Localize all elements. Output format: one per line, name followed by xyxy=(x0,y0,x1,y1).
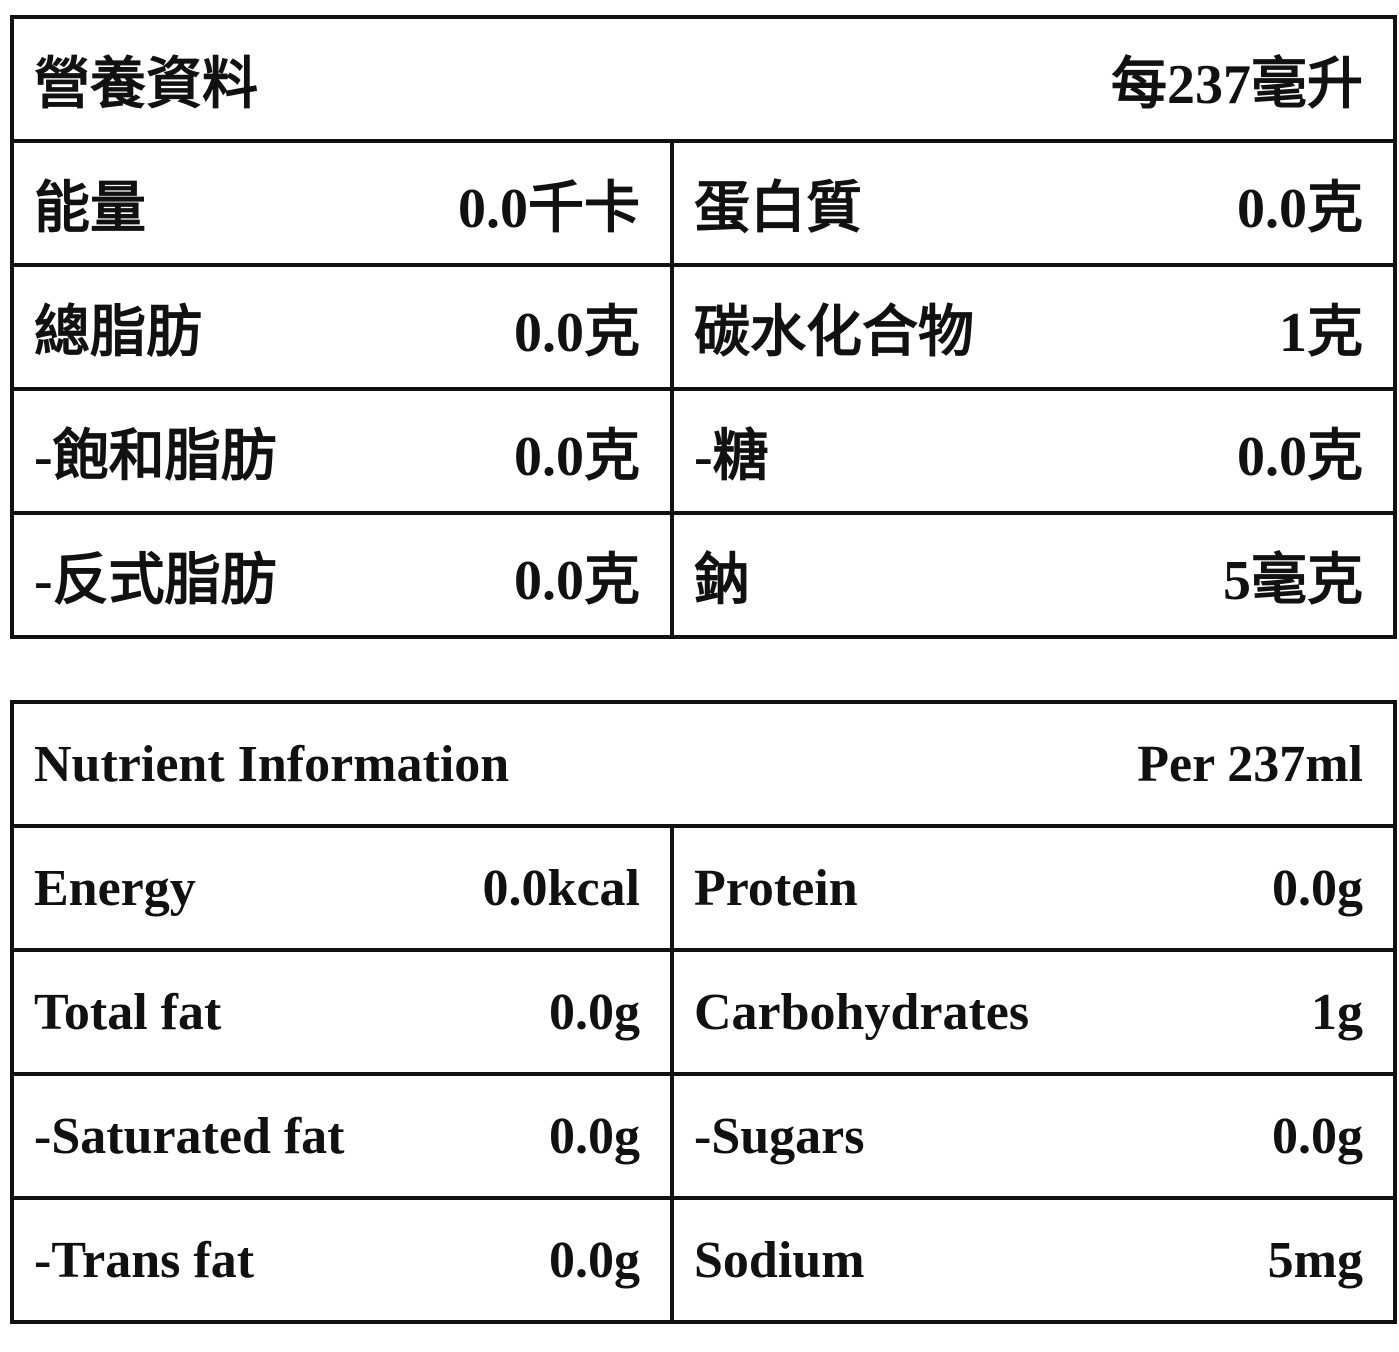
nutrient-cell: Sodium 5mg xyxy=(670,1196,1397,1324)
nutrient-content: 碳水化合物 1克 xyxy=(674,267,1393,387)
nutrient-label: 碳水化合物 xyxy=(694,301,974,364)
nutrient-value: 0.0g xyxy=(549,983,640,1041)
nutrient-cell: 總脂肪 0.0克 xyxy=(10,263,674,391)
nutrient-label: 能量 xyxy=(34,177,146,240)
nutrient-content: -飽和脂肪 0.0克 xyxy=(14,391,670,511)
nutrient-content: 總脂肪 0.0克 xyxy=(14,267,670,387)
nutrient-label: 鈉 xyxy=(694,549,750,612)
nutrient-row: 能量 0.0千卡 蛋白質 0.0克 xyxy=(10,139,1397,267)
header-content: 營養資料 每237毫升 xyxy=(14,19,1393,139)
nutrient-value: 0.0克 xyxy=(514,425,640,488)
nutrient-content: Protein 0.0g xyxy=(674,828,1393,948)
nutrient-content: -Trans fat 0.0g xyxy=(14,1200,670,1320)
nutrient-cell: Energy 0.0kcal xyxy=(10,824,674,952)
nutrient-value: 0.0千卡 xyxy=(458,177,640,240)
nutrient-value: 0.0克 xyxy=(1237,425,1363,488)
nutrient-label: Energy xyxy=(34,859,196,917)
nutrient-value: 1克 xyxy=(1279,301,1363,364)
header-cell: 營養資料 每237毫升 xyxy=(10,15,1397,143)
nutrient-cell: Protein 0.0g xyxy=(670,824,1397,952)
nutrient-row: Energy 0.0kcal Protein 0.0g xyxy=(10,824,1397,952)
table-title: Nutrient Information xyxy=(34,735,510,793)
nutrient-content: -糖 0.0克 xyxy=(674,391,1393,511)
nutrient-label: 總脂肪 xyxy=(34,301,202,364)
nutrient-content: Sodium 5mg xyxy=(674,1200,1393,1320)
nutrient-row: -飽和脂肪 0.0克 -糖 0.0克 xyxy=(10,387,1397,515)
nutrient-content: 蛋白質 0.0克 xyxy=(674,143,1393,263)
nutrient-cell: 能量 0.0千卡 xyxy=(10,139,674,267)
nutrient-row: -Trans fat 0.0g Sodium 5mg xyxy=(10,1196,1397,1324)
nutrient-value: 1g xyxy=(1311,983,1363,1041)
serving-size: 每237毫升 xyxy=(1111,53,1363,116)
nutrient-label: -Saturated fat xyxy=(34,1107,345,1165)
nutrient-content: 鈉 5毫克 xyxy=(674,515,1393,635)
nutrient-value: 0.0克 xyxy=(514,301,640,364)
nutrient-value: 0.0kcal xyxy=(482,859,640,917)
nutrient-row: -Saturated fat 0.0g -Sugars 0.0g xyxy=(10,1072,1397,1200)
nutrient-row: Total fat 0.0g Carbohydrates 1g xyxy=(10,948,1397,1076)
header-cell: Nutrient Information Per 237ml xyxy=(10,700,1397,828)
nutrient-content: Total fat 0.0g xyxy=(14,952,670,1072)
header-row: 營養資料 每237毫升 xyxy=(10,15,1397,143)
nutrient-value: 0.0g xyxy=(1272,859,1363,917)
nutrient-value: 0.0g xyxy=(1272,1107,1363,1165)
nutrition-table-chinese: 營養資料 每237毫升 能量 0.0千卡 蛋白質 0.0克 總脂肪 0.0克 碳水化合物 1克 -飽… xyxy=(10,15,1397,639)
nutrient-cell: Carbohydrates 1g xyxy=(670,948,1397,1076)
nutrient-value: 0.0克 xyxy=(1237,177,1363,240)
nutrient-label: -Sugars xyxy=(694,1107,865,1165)
nutrient-value: 5mg xyxy=(1267,1231,1363,1289)
nutrient-value: 5毫克 xyxy=(1223,549,1363,612)
nutrient-value: 0.0g xyxy=(549,1107,640,1165)
nutrient-label: 蛋白質 xyxy=(694,177,862,240)
nutrition-table-english: Nutrient Information Per 237ml Energy 0.0kc… xyxy=(10,700,1397,1324)
nutrient-content: 能量 0.0千卡 xyxy=(14,143,670,263)
nutrient-label: Carbohydrates xyxy=(694,983,1030,1041)
nutrient-cell: Total fat 0.0g xyxy=(10,948,674,1076)
nutrient-value: 0.0克 xyxy=(514,549,640,612)
nutrient-label: -飽和脂肪 xyxy=(34,425,277,488)
nutrient-content: Carbohydrates 1g xyxy=(674,952,1393,1072)
nutrient-cell: -飽和脂肪 0.0克 xyxy=(10,387,674,515)
nutrient-label: Protein xyxy=(694,859,858,917)
nutrient-label: Sodium xyxy=(694,1231,865,1289)
header-row: Nutrient Information Per 237ml xyxy=(10,700,1397,828)
nutrient-cell: -反式脂肪 0.0克 xyxy=(10,511,674,639)
nutrient-content: -反式脂肪 0.0克 xyxy=(14,515,670,635)
nutrient-cell: -Trans fat 0.0g xyxy=(10,1196,674,1324)
nutrient-cell: 碳水化合物 1克 xyxy=(670,263,1397,391)
nutrient-content: Energy 0.0kcal xyxy=(14,828,670,948)
table-title: 營養資料 xyxy=(34,53,258,116)
nutrient-label: -反式脂肪 xyxy=(34,549,277,612)
serving-size: Per 237ml xyxy=(1137,735,1363,793)
nutrient-row: -反式脂肪 0.0克鈉 5毫克 xyxy=(10,511,1397,639)
nutrient-label: Total fat xyxy=(34,983,222,1041)
nutrient-cell: 蛋白質 0.0克 xyxy=(670,139,1397,267)
nutrient-label: -糖 xyxy=(694,425,769,488)
nutrient-label: -Trans fat xyxy=(34,1231,255,1289)
header-content: Nutrient Information Per 237ml xyxy=(14,704,1393,824)
nutrient-value: 0.0g xyxy=(549,1231,640,1289)
nutrient-cell: -糖 0.0克 xyxy=(670,387,1397,515)
nutrient-cell: -Sugars 0.0g xyxy=(670,1072,1397,1200)
nutrient-row: 總脂肪 0.0克 碳水化合物 1克 xyxy=(10,263,1397,391)
nutrient-content: -Sugars 0.0g xyxy=(674,1076,1393,1196)
nutrient-content: -Saturated fat 0.0g xyxy=(14,1076,670,1196)
nutrient-cell: 鈉 5毫克 xyxy=(670,511,1397,639)
nutrient-cell: -Saturated fat 0.0g xyxy=(10,1072,674,1200)
